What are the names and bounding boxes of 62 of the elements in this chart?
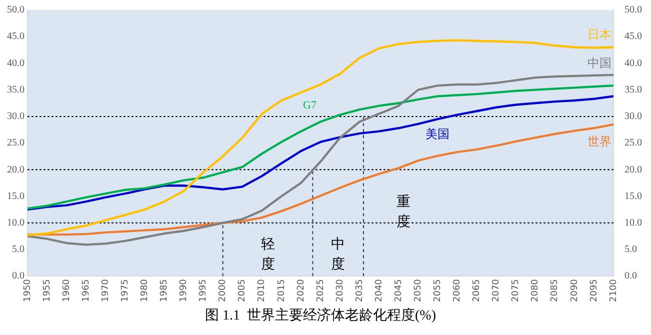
y-tick-label: 15.0 — [7, 190, 24, 202]
y2-tick-label: 25.0 — [624, 138, 642, 149]
x-tick-label: 2100 — [608, 278, 619, 302]
x-tick-label: 2060 — [452, 278, 463, 302]
series-label: G7 — [303, 100, 317, 112]
y-tick-label: 30.0 — [7, 111, 24, 122]
annotation: 重度 — [396, 194, 410, 230]
x-tick-label: 1970 — [100, 278, 111, 302]
x-tick-label: 1960 — [62, 278, 72, 302]
y2-tick-label: 0.0 — [624, 270, 637, 282]
y2-tick-label: 30.0 — [624, 111, 642, 122]
y-tick-label: 0.0 — [12, 270, 24, 282]
x-tick-label: 2020 — [296, 278, 306, 302]
y-tick-label: 45.0 — [7, 31, 24, 42]
y-tick-label: 40.0 — [7, 58, 24, 69]
x-tick-label: 2070 — [492, 278, 502, 302]
x-tick-label: 2080 — [530, 278, 541, 302]
y2-tick-label: 10.0 — [624, 218, 642, 228]
y2-tick-label: 40.0 — [624, 58, 642, 69]
x-tick-label: 2015 — [276, 279, 287, 302]
y2-tick-label: 15.0 — [624, 190, 642, 202]
x-tick-label: 2075 — [511, 279, 522, 302]
y-tick-label: 50.0 — [7, 4, 24, 16]
x-tick-label: 1975 — [120, 279, 131, 302]
x-tick-label: 2085 — [550, 279, 560, 302]
series-label: 世界 — [588, 134, 612, 149]
x-tick-label: 2030 — [335, 278, 346, 302]
y2-tick-label: 50.0 — [624, 4, 642, 16]
x-tick-label: 2050 — [414, 278, 424, 302]
y2-tick-label: 45.0 — [624, 31, 642, 42]
y-tick-label: 20.0 — [7, 164, 24, 176]
x-tick-label: 1985 — [160, 279, 170, 302]
x-tick-label: 1995 — [198, 279, 209, 302]
y-tick-label: 35.0 — [7, 84, 24, 96]
x-tick-label: 2055 — [433, 279, 444, 302]
y-tick-label: 5.0 — [12, 244, 24, 256]
annotation: 中度 — [331, 236, 346, 272]
series-label: 中国 — [588, 56, 612, 70]
y2-tick-label: 5.0 — [624, 244, 637, 256]
x-tick-label: 1980 — [140, 278, 150, 302]
x-tick-label: 2065 — [472, 279, 482, 302]
x-tick-label: 2035 — [354, 279, 365, 302]
x-tick-label: 2095 — [589, 279, 600, 302]
series-label: 美国 — [426, 127, 450, 142]
x-tick-label: 2010 — [257, 278, 268, 302]
annotation: 轻度 — [260, 236, 275, 272]
y2-tick-label: 20.0 — [624, 164, 642, 176]
y2-tick-label: 35.0 — [624, 84, 642, 96]
x-tick-label: 2040 — [374, 278, 384, 302]
x-tick-label: 1955 — [42, 279, 52, 302]
y-tick-label: 25.0 — [7, 138, 24, 149]
series-label: 日本 — [588, 27, 612, 42]
x-tick-label: 2025 — [316, 279, 326, 302]
x-tick-label: 2005 — [238, 279, 248, 302]
y-tick-label: 10.0 — [7, 218, 24, 228]
text: 图 1.1 世界主要经济体老龄化程度(%) — [205, 308, 436, 324]
x-tick-label: 2000 — [218, 278, 228, 302]
x-tick-label: 1950 — [22, 278, 33, 302]
x-tick-label: 2090 — [570, 278, 580, 302]
x-tick-label: 2045 — [394, 279, 404, 302]
x-tick-label: 1990 — [179, 278, 190, 302]
x-tick-label: 1965 — [81, 279, 92, 302]
